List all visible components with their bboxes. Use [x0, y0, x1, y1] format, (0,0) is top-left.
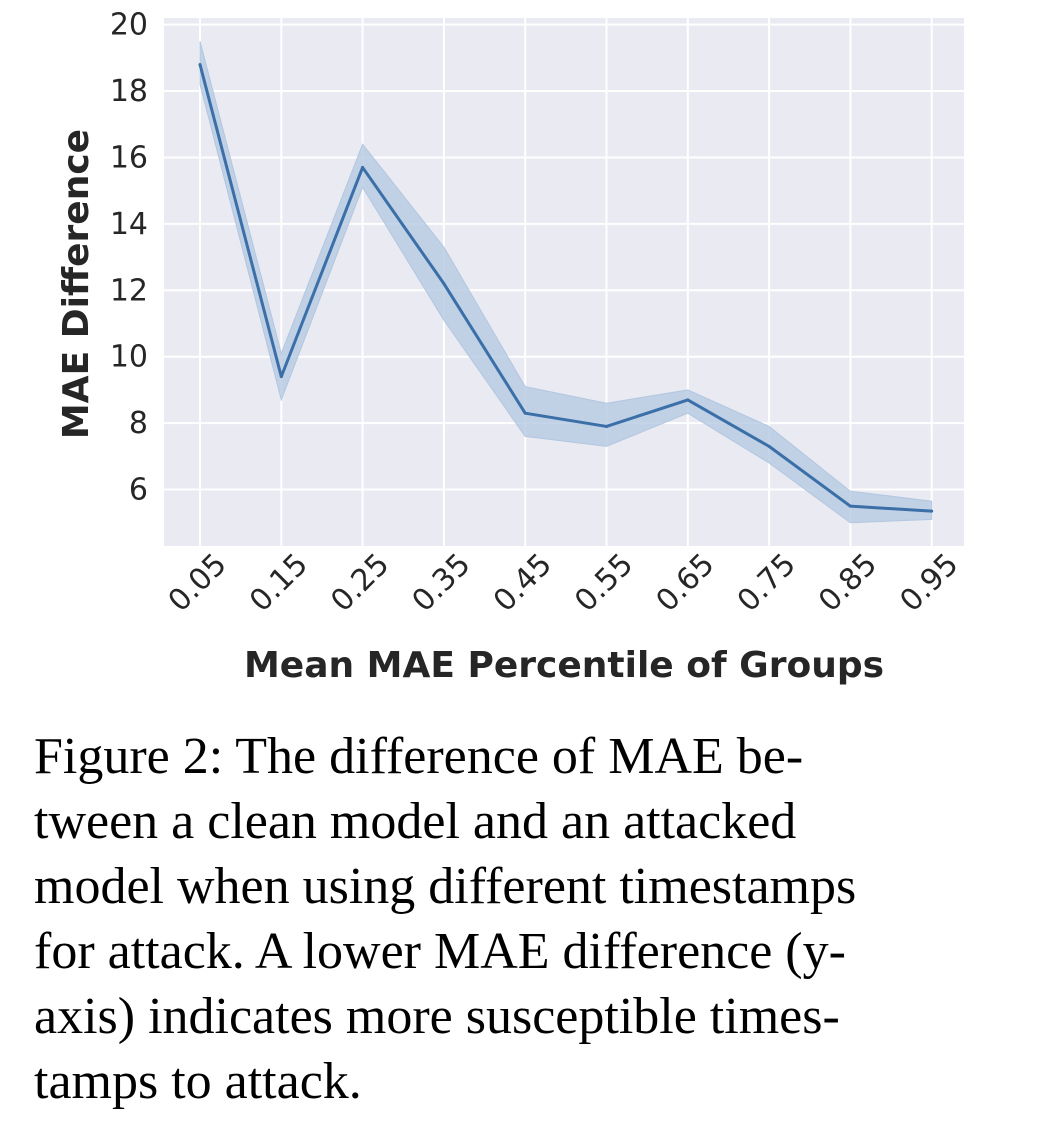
caption-line: tween a clean model and an attacked [34, 793, 797, 850]
y-tick-label: 20 [110, 8, 148, 43]
data-point [279, 375, 283, 379]
series-line [198, 64, 932, 513]
caption-line: for attack. A lower MAE difference (y- [34, 923, 846, 980]
y-tick-label: 18 [110, 74, 148, 109]
data-point [523, 411, 527, 415]
caption-line: tamps to attack. [34, 1053, 362, 1110]
data-point [767, 444, 771, 448]
x-tick-labels: 0.05 0.15 0.25 0.35 0.45 0.55 0.65 0.75 0.85 0.95 [162, 547, 966, 619]
plot-background [164, 18, 964, 546]
y-tick-label: 12 [110, 273, 148, 308]
x-tick-label: 0.25 [324, 547, 396, 619]
data-point [686, 398, 690, 402]
x-tick-label: 0.15 [243, 547, 315, 619]
x-axis-title: Mean MAE Percentile of Groups [244, 645, 884, 686]
caption-line: Figure 2: The difference of MAE be- [34, 728, 804, 785]
x-tick-label: 0.65 [649, 547, 721, 619]
data-point [848, 504, 852, 508]
data-point [198, 62, 202, 66]
caption-line: model when using different timestamps [34, 858, 857, 915]
data-point [442, 282, 446, 286]
x-tick-label: 0.85 [812, 547, 884, 619]
x-tick-label: 0.55 [568, 547, 640, 619]
x-tick-label: 0.95 [893, 547, 965, 619]
data-point [361, 165, 365, 169]
y-tick-label: 6 [129, 473, 148, 508]
confidence-band [199, 41, 933, 524]
x-tick-label: 0.05 [162, 547, 234, 619]
y-tick-label: 8 [129, 406, 148, 441]
x-tick-label: 0.35 [406, 547, 478, 619]
caption-line: axis) indicates more susceptible times- [34, 988, 840, 1045]
data-points [198, 62, 934, 513]
y-tick-label: 10 [110, 340, 148, 375]
data-point [930, 509, 934, 513]
data-point [605, 424, 608, 428]
y-tick-label: 14 [110, 207, 148, 242]
y-tick-labels: 6 8 10 12 14 16 18 20 [110, 8, 148, 508]
x-tick-label: 0.75 [731, 547, 803, 619]
grid-lines [164, 18, 964, 546]
figure-caption: Figure 2: The difference of MAE be- twee… [34, 724, 992, 1114]
y-tick-label: 16 [110, 140, 148, 175]
x-tick-label: 0.45 [487, 547, 559, 619]
y-axis-title: MAE Difference [56, 129, 97, 439]
